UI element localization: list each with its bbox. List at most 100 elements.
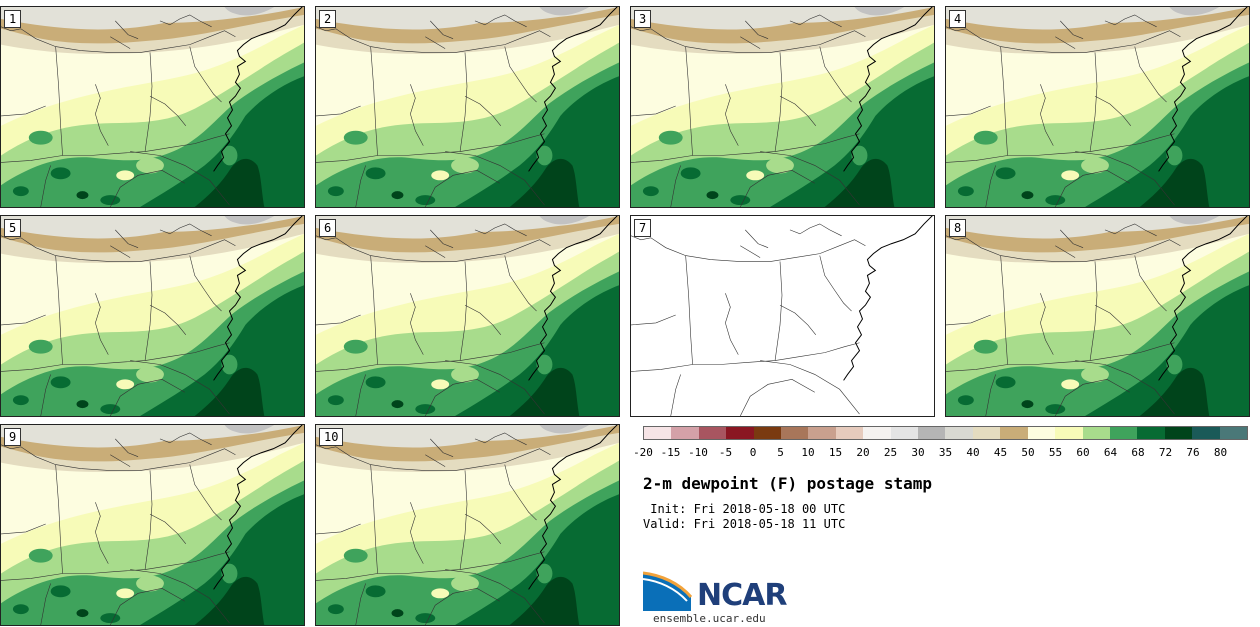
- colorbar-tick-label: 15: [828, 446, 843, 459]
- state-boundary: [1040, 84, 1054, 146]
- ncar-logo: NCAR: [643, 571, 793, 613]
- state-boundary: [1, 314, 46, 326]
- dewpoint-band: [316, 7, 619, 30]
- colorbar-tick-label: 68: [1131, 446, 1145, 459]
- state-boundary: [774, 261, 783, 361]
- state-boundary: [425, 588, 500, 625]
- state-boundary: [425, 170, 500, 207]
- coastline: [213, 425, 303, 590]
- state-boundary: [159, 14, 212, 28]
- colorbar-swatch: [1000, 427, 1028, 439]
- state-boundary: [62, 342, 230, 365]
- dewpoint-patch: [431, 588, 450, 599]
- dewpoint-patch: [973, 130, 998, 145]
- state-boundary: [946, 235, 1181, 262]
- coastline: [1158, 7, 1248, 172]
- state-boundary: [946, 26, 1181, 53]
- coastline: [528, 216, 618, 381]
- dewpoint-patch: [1021, 191, 1034, 200]
- dewpoint-patch: [730, 195, 751, 206]
- state-boundary: [1075, 151, 1175, 206]
- state-boundary: [1104, 223, 1157, 237]
- panel-label: 5: [4, 219, 22, 237]
- state-boundary: [1, 105, 46, 117]
- dewpoint-band: [539, 425, 590, 434]
- state-boundary: [474, 432, 527, 446]
- dewpoint-patch: [28, 548, 53, 563]
- colorbar-tick-label: 35: [938, 446, 953, 459]
- dewpoint-patch: [365, 585, 386, 598]
- colorbar-swatch: [835, 427, 864, 439]
- colorbar-tick-label: 30: [911, 446, 925, 459]
- state-boundary: [670, 165, 681, 207]
- state-boundary: [1055, 379, 1130, 416]
- colorbar-ticks: -20 -15 -10 -5 0 5 10 15 20 25 30 35 40 45 50 55 60 64 68 7…: [633, 446, 1248, 460]
- state-boundary: [985, 165, 996, 207]
- state-boundary: [459, 52, 468, 152]
- colorbar-swatch: [698, 427, 727, 439]
- dewpoint-patch: [100, 195, 121, 206]
- dewpoint-map: [946, 216, 1249, 416]
- state-boundary: [316, 235, 551, 262]
- dewpoint-patch: [100, 613, 121, 624]
- dewpoint-patch: [536, 354, 553, 375]
- state-boundary: [189, 46, 222, 103]
- state-boundary: [130, 569, 230, 624]
- dewpoint-band: [140, 76, 304, 207]
- state-boundary: [464, 95, 502, 126]
- chart-title: 2-m dewpoint (F) postage stamp: [643, 474, 932, 493]
- state-boundary: [144, 52, 153, 152]
- state-boundary: [316, 364, 378, 372]
- dewpoint-patch: [28, 339, 53, 354]
- state-boundary: [110, 170, 185, 207]
- dewpoint-map: [631, 216, 933, 416]
- state-boundary: [40, 165, 51, 207]
- colorbar-tick-label: -20: [633, 446, 653, 459]
- state-boundary: [62, 551, 230, 574]
- dewpoint-band: [946, 7, 1249, 30]
- dewpoint-patch: [76, 191, 89, 200]
- dewpoint-patch: [957, 395, 974, 406]
- state-boundary: [355, 165, 366, 207]
- colorbar-swatch: [918, 427, 946, 439]
- state-boundary: [316, 573, 378, 581]
- dewpoint-patch: [116, 379, 135, 390]
- colorbar-swatch: [1219, 427, 1247, 439]
- state-boundary: [1040, 293, 1054, 355]
- dewpoint-patch: [957, 186, 974, 197]
- colorbar-tick-label: 10: [801, 446, 815, 459]
- colorbar-swatch: [890, 427, 919, 439]
- state-boundary: [370, 46, 378, 156]
- state-boundary: [1094, 304, 1132, 335]
- dewpoint-patch: [343, 130, 368, 145]
- state-boundary: [1089, 261, 1098, 361]
- state-boundary: [1, 155, 63, 163]
- colorbar-tick-label: 60: [1076, 446, 1090, 459]
- state-boundary: [946, 364, 1008, 372]
- state-boundary: [410, 502, 424, 564]
- panel-9: 9: [0, 424, 305, 626]
- panel-1: 1: [0, 6, 305, 208]
- state-boundary: [779, 304, 817, 335]
- state-boundary: [946, 155, 1008, 163]
- dewpoint-patch: [973, 339, 998, 354]
- dewpoint-band: [509, 576, 580, 625]
- state-boundary: [740, 170, 815, 207]
- colorbar-tick-label: 40: [966, 446, 980, 459]
- dewpoint-patch: [1061, 379, 1080, 390]
- state-boundary: [1055, 229, 1084, 258]
- dewpoint-band: [455, 285, 619, 416]
- colorbar-swatch: [945, 427, 973, 439]
- coastline: [213, 216, 303, 381]
- dewpoint-patch: [451, 366, 479, 383]
- panel-10: 10: [315, 424, 620, 626]
- dewpoint-band: [316, 425, 619, 448]
- dewpoint-band: [455, 76, 619, 207]
- coastline: [843, 216, 933, 381]
- dewpoint-patch: [391, 609, 404, 618]
- dewpoint-patch: [116, 588, 135, 599]
- dewpoint-band: [509, 158, 580, 207]
- dewpoint-patch: [12, 186, 29, 197]
- dewpoint-patch: [431, 170, 450, 181]
- dewpoint-band: [194, 367, 265, 416]
